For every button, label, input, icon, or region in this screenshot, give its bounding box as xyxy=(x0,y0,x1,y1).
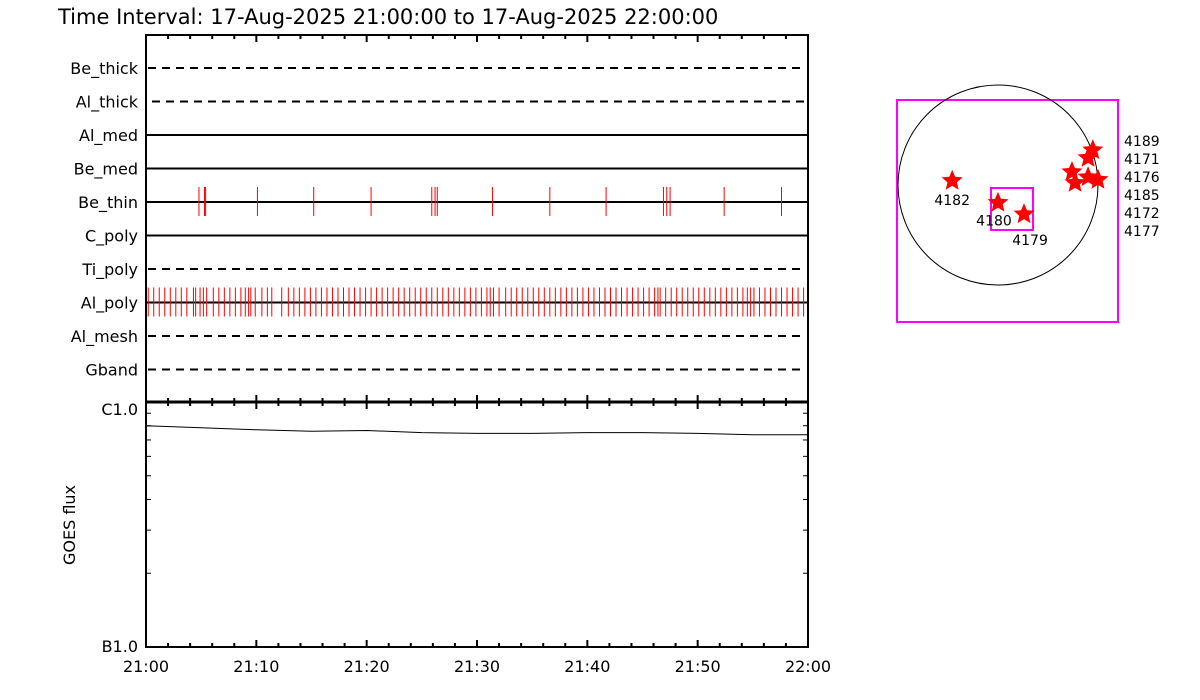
filter-label-al_thick: Al_thick xyxy=(76,93,139,113)
goes-flux-axis-label: GOES flux xyxy=(60,485,79,565)
active-region-star-icon xyxy=(987,191,1009,212)
filter-label-gband: Gband xyxy=(85,361,138,380)
time-tick-label: 21:10 xyxy=(233,657,279,676)
filter-label-be_thick: Be_thick xyxy=(70,59,138,79)
filter-label-al_mesh: Al_mesh xyxy=(71,327,138,347)
active-region-star-icon xyxy=(941,169,963,190)
time-tick-label: 21:40 xyxy=(564,657,610,676)
active-region-label: 4177 xyxy=(1124,224,1160,240)
filter-label-c_poly: C_poly xyxy=(85,227,138,247)
active-region-label: 4176 xyxy=(1124,170,1160,186)
time-tick-label: 22:00 xyxy=(785,657,831,676)
time-tick-label: 21:00 xyxy=(123,657,169,676)
time-tick-label: 21:50 xyxy=(675,657,721,676)
active-region-label: 4172 xyxy=(1124,206,1160,222)
pointing-box xyxy=(990,187,1034,231)
filter-label-al_poly: Al_poly xyxy=(81,294,138,314)
active-region-label: 4189 xyxy=(1124,134,1160,150)
active-region-label: 4179 xyxy=(1012,233,1048,249)
filter-panel: Be_thick Al_thick Al_med Be_med Be_thin C_pol… xyxy=(70,34,831,676)
active-region-star-icon xyxy=(1064,171,1086,192)
plot-frame xyxy=(145,34,809,648)
filter-label-ti_poly: Ti_poly xyxy=(81,260,138,280)
active-region-star-icon xyxy=(1013,203,1035,224)
time-interval-title: Time Interval: 17-Aug-2025 21:00:00 to 1… xyxy=(57,5,718,29)
active-region-star-icon xyxy=(1077,146,1099,167)
flux-label-c1: C1.0 xyxy=(101,400,138,419)
filter-label-be_med: Be_med xyxy=(74,160,138,180)
flux-label-b1: B1.0 xyxy=(102,637,138,656)
time-tick-label: 21:30 xyxy=(454,657,500,676)
active-region-label: 4182 xyxy=(934,193,970,209)
filter-label-al_med: Al_med xyxy=(79,126,138,146)
filter-label-be_thin: Be_thin xyxy=(78,193,138,213)
time-tick-label: 21:20 xyxy=(344,657,390,676)
active-region-star-icon xyxy=(1061,161,1083,181)
goes-flux-curve xyxy=(145,425,808,436)
active-region-label: 4180 xyxy=(976,214,1012,230)
solar-disk xyxy=(897,84,1099,286)
goes-panel: B1.0 C1.0 GOES flux xyxy=(60,400,808,656)
active-region-label: 4185 xyxy=(1124,188,1160,204)
active-region-label: 4171 xyxy=(1124,152,1160,168)
field-of-view-box xyxy=(896,99,1119,323)
